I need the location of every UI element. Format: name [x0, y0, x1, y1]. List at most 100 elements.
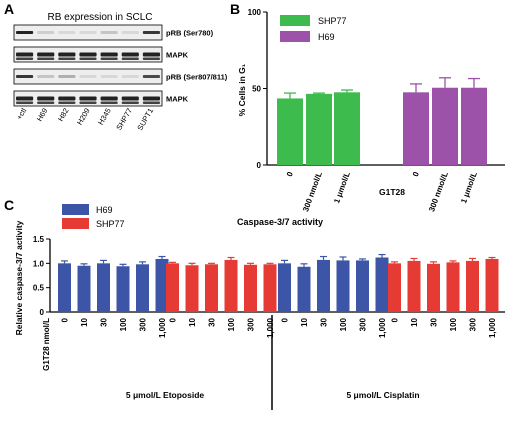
x-tick-label: 10	[80, 317, 89, 326]
x-tick-label: 300 nmol/L	[427, 171, 450, 213]
bar	[263, 264, 277, 312]
y-tick-label: 0	[257, 161, 262, 170]
blot-title: RB expression in SCLC	[47, 12, 152, 23]
blot-band	[58, 52, 76, 57]
y-axis-label: % Cells in G₁	[237, 63, 247, 116]
blot-lane-label: H82	[56, 107, 71, 123]
blot-band	[121, 31, 139, 34]
blot-band	[79, 75, 97, 78]
y-tick-label: 0	[40, 308, 45, 317]
row-label: G1T28 nmol/L	[42, 318, 51, 371]
x-tick-label: 100	[339, 317, 348, 331]
x-tick-label: 1,000	[158, 317, 167, 338]
blot-lane-label: H209	[75, 107, 92, 127]
blot-row-label: pRB (Ser807/811)	[166, 73, 228, 82]
x-tick-label: 1,000	[488, 317, 497, 338]
bar	[297, 266, 311, 312]
blot-band	[58, 57, 76, 60]
panel-label-c: C	[4, 197, 14, 213]
blot-band	[100, 31, 118, 34]
blot-lane-label: SHP77	[114, 107, 134, 132]
blot-band	[58, 31, 76, 34]
blot-band	[142, 75, 160, 78]
x-tick-label: 0	[281, 317, 290, 322]
blot-row-label: pRB (Ser780)	[166, 29, 214, 38]
blot-band	[100, 52, 118, 57]
blot-band	[16, 75, 34, 78]
y-tick-label: 0.5	[33, 284, 45, 293]
legend-label: SHP77	[318, 16, 347, 26]
x-tick-label: 300	[359, 317, 368, 331]
blot-band	[16, 52, 34, 57]
y-tick-label: 50	[252, 85, 261, 94]
bar	[336, 260, 350, 312]
legend-label: H69	[318, 32, 335, 42]
x-tick-label: 0	[411, 170, 421, 178]
blot-band	[58, 101, 76, 104]
blot-band	[142, 101, 160, 104]
legend-label: H69	[96, 205, 113, 215]
bar	[317, 259, 330, 312]
bar	[155, 258, 169, 312]
bar	[388, 263, 401, 312]
x-tick-label: 30	[100, 317, 109, 326]
blot-band	[121, 75, 139, 78]
legend-swatch	[62, 218, 89, 229]
x-tick-label: 300	[247, 317, 256, 331]
blot-band	[37, 96, 55, 101]
x-tick-label: 0	[391, 317, 400, 322]
blot-row-label: MAPK	[166, 95, 189, 104]
bar	[116, 266, 130, 312]
blot-lane-label: +ctl	[15, 106, 29, 121]
treatment-label: 5 μmol/L Etoposide	[126, 390, 205, 400]
blot-lane-label: SUPT1	[135, 107, 155, 132]
legend-label: SHP77	[96, 219, 125, 229]
x-tick-label: 100	[119, 317, 128, 331]
x-axis-label: G1T28	[379, 187, 405, 197]
bar	[224, 259, 238, 312]
bar	[485, 258, 499, 312]
blot-band	[121, 96, 139, 101]
chart-title: Caspase-3/7 activity	[237, 217, 323, 227]
bar	[185, 265, 199, 312]
blot-band	[37, 52, 55, 57]
blot-band	[37, 75, 55, 78]
bar	[334, 92, 360, 165]
bar	[306, 93, 332, 165]
bar	[58, 263, 71, 312]
bar	[77, 265, 91, 312]
blot-band	[37, 101, 55, 104]
bar	[432, 87, 458, 165]
treatment-label: 5 μmol/L Cisplatin	[346, 390, 419, 400]
legend-swatch	[280, 31, 310, 42]
blot-band	[142, 96, 160, 101]
x-tick-label: 300 nmol/L	[301, 171, 324, 213]
x-tick-label: 30	[320, 317, 329, 326]
blot-band	[79, 31, 97, 34]
blot-band	[37, 31, 55, 34]
x-tick-label: 10	[300, 317, 309, 326]
x-tick-label: 300	[469, 317, 478, 331]
bar	[403, 92, 429, 165]
blot-band	[37, 57, 55, 60]
blot-strip	[13, 24, 163, 41]
blot-band	[100, 75, 118, 78]
blot-band	[16, 96, 34, 101]
blot-row-label: MAPK	[166, 51, 189, 60]
blot-lane-label: H345	[96, 106, 113, 126]
blot-band	[16, 57, 34, 60]
x-tick-label: 300	[139, 317, 148, 331]
blot-band	[58, 75, 76, 78]
bar	[466, 260, 479, 312]
bar	[136, 264, 149, 312]
panel-label-a: A	[4, 1, 14, 17]
y-tick-label: 1.0	[33, 259, 45, 268]
x-tick-label: 10	[410, 317, 419, 326]
x-tick-label: 0	[285, 170, 295, 178]
blot-band	[58, 96, 76, 101]
x-tick-label: 30	[208, 317, 217, 326]
y-axis-label: Relative caspase-3/7 activity	[14, 220, 24, 335]
x-tick-label: 100	[449, 317, 458, 331]
bar	[205, 264, 218, 312]
